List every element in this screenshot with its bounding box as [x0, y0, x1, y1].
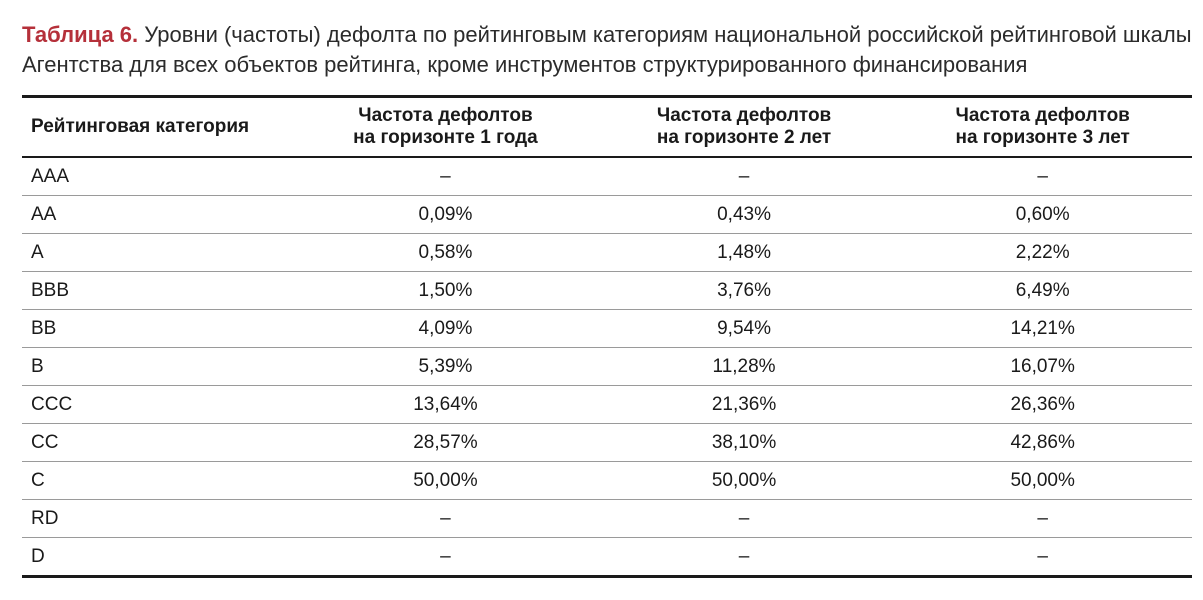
cell-horizon-2: – — [738, 545, 750, 567]
cell-horizon-3: 42,86% — [1010, 431, 1075, 453]
cell-horizon-3: 2,22% — [1015, 241, 1070, 263]
cell-horizon-3: 26,36% — [1010, 393, 1075, 415]
cell-category: CCC — [31, 393, 73, 415]
header-horizon-3: Частота дефолтов на горизонте 3 лет — [893, 97, 1192, 158]
header-horizon-2-line2: на горизонте 2 лет — [656, 127, 832, 148]
table-row: B 5,39% 11,28% 16,07% — [22, 348, 1192, 386]
cell-horizon-2: 3,76% — [717, 279, 771, 301]
header-horizon-1: Частота дефолтов на горизонте 1 года — [296, 97, 595, 158]
cell-category: CC — [31, 431, 59, 453]
header-row: Рейтинговая категория Частота дефолтов н… — [22, 96, 1192, 158]
cell-horizon-2: 50,00% — [711, 469, 777, 491]
table-caption: Таблица 6. Уровни (частоты) дефолта по р… — [22, 20, 1192, 80]
cell-category: AAA — [31, 165, 70, 187]
header-horizon-3-line1: Частота дефолтов — [955, 105, 1130, 126]
table-row: AA 0,09% 0,43% 0,60% — [22, 196, 1192, 234]
table-row: RD – – – — [22, 500, 1192, 538]
header-horizon-3-line2: на горизонте 3 лет — [955, 127, 1130, 148]
cell-category: B — [31, 355, 44, 377]
header-horizon-2: Частота дефолтов на горизонте 2 лет — [595, 97, 894, 158]
cell-horizon-3: 14,21% — [1010, 317, 1075, 339]
cell-category: A — [31, 241, 44, 263]
table-header: Рейтинговая категория Частота дефолтов н… — [22, 96, 1192, 158]
cell-category: C — [31, 469, 45, 491]
cell-category: AA — [31, 203, 57, 225]
cell-horizon-2: 0,43% — [717, 203, 771, 225]
cell-horizon-2: – — [738, 507, 750, 529]
cell-horizon-3: 50,00% — [1010, 469, 1075, 491]
table-row: BBB 1,50% 3,76% 6,49% — [22, 272, 1192, 310]
header-horizon-1-line2: на горизонте 1 года — [353, 127, 538, 148]
cell-category: BB — [31, 317, 57, 339]
cell-horizon-1: 4,09% — [418, 317, 473, 339]
table-row: D – – – — [22, 538, 1192, 577]
table-body: AAA – – – AA 0,09% 0,43% 0,60% A 0,58% 1,48% 2,22% B… — [22, 157, 1192, 577]
cell-horizon-1: – — [440, 545, 451, 567]
cell-horizon-3: 16,07% — [1010, 355, 1075, 377]
cell-horizon-1: 1,50% — [418, 279, 473, 301]
cell-horizon-2: 38,10% — [711, 431, 777, 453]
caption-label: Таблица 6. — [22, 22, 139, 47]
table-row: CCC 13,64% 21,36% 26,36% — [22, 386, 1192, 424]
header-category: Рейтинговая категория — [31, 116, 250, 137]
cell-horizon-2: – — [738, 165, 750, 187]
cell-horizon-3: – — [1037, 507, 1048, 529]
cell-horizon-2: 21,36% — [711, 393, 777, 415]
cell-horizon-1: 50,00% — [413, 469, 478, 491]
cell-horizon-3: 6,49% — [1015, 279, 1070, 301]
header-horizon-1-line1: Частота дефолтов — [358, 105, 533, 126]
cell-horizon-1: 13,64% — [413, 393, 478, 415]
cell-horizon-3: – — [1037, 165, 1048, 187]
cell-horizon-3: 0,60% — [1015, 203, 1070, 225]
table-row: A 0,58% 1,48% 2,22% — [22, 234, 1192, 272]
cell-horizon-2: 11,28% — [712, 355, 776, 377]
cell-horizon-2: 9,54% — [717, 317, 771, 339]
cell-horizon-2: 1,48% — [717, 241, 771, 263]
cell-horizon-1: 0,58% — [418, 241, 473, 263]
default-rates-table: Рейтинговая категория Частота дефолтов н… — [22, 95, 1192, 578]
cell-horizon-1: – — [440, 507, 451, 529]
header-horizon-2-line1: Частота дефолтов — [656, 105, 832, 126]
cell-category: BBB — [31, 279, 70, 301]
cell-horizon-1: 28,57% — [413, 431, 478, 453]
cell-horizon-3: – — [1037, 545, 1048, 567]
table-row: AAA – – – — [22, 157, 1192, 196]
caption-text: Уровни (частоты) дефолта по рейтинговым … — [22, 22, 1192, 77]
cell-category: RD — [31, 507, 59, 529]
cell-horizon-1: 0,09% — [418, 203, 473, 225]
table-row: BB 4,09% 9,54% 14,21% — [22, 310, 1192, 348]
cell-horizon-1: – — [440, 165, 451, 187]
table-row: CC 28,57% 38,10% 42,86% — [22, 424, 1192, 462]
cell-horizon-1: 5,39% — [418, 355, 473, 377]
cell-category: D — [31, 545, 45, 567]
table-row: C 50,00% 50,00% 50,00% — [22, 462, 1192, 500]
